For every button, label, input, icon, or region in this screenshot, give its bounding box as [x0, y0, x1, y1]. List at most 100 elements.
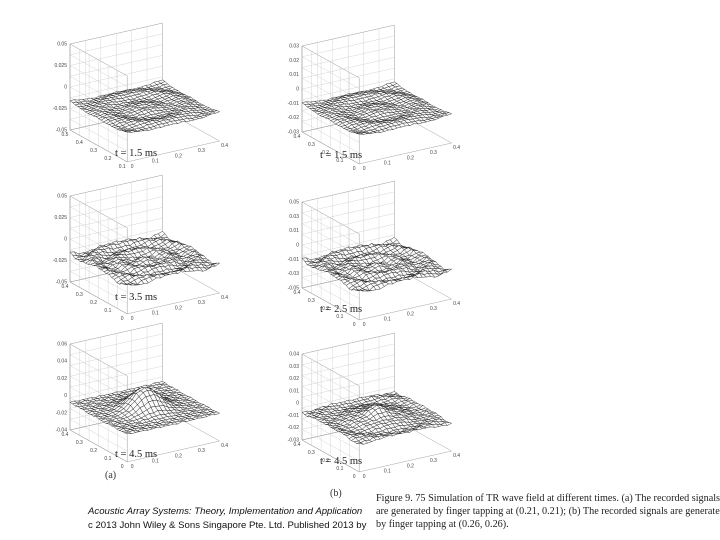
publisher-line: c 2013 John Wiley & Sons Singapore Pte. … — [88, 519, 367, 531]
y-tick-label: 0.2 — [407, 155, 414, 161]
y-tick-label: 0.2 — [407, 463, 414, 469]
surface-mesh — [301, 237, 453, 292]
surface-plot-b3: 0.04 0.03 0.02 0.01 0 -0.01 -0.02 -0.03 0.4 0.3 0.… — [240, 330, 460, 480]
y-tick-label: 0.2 — [175, 153, 182, 159]
z-tick-label: -0.01 — [288, 257, 300, 263]
z-tick-label: -0.02 — [56, 410, 68, 416]
y-tick-label: 0 — [131, 464, 134, 470]
time-label-b1: t = 1.5 ms — [320, 150, 363, 161]
y-tick-label: 0.3 — [430, 306, 437, 312]
y-tick-label: 0.3 — [198, 300, 205, 306]
x-tick-label: 0.4 — [76, 140, 83, 146]
y-tick-label: 0 — [131, 164, 134, 170]
y-tick-label: 0.2 — [407, 311, 414, 317]
y-tick-label: 0.4 — [453, 301, 460, 307]
y-tick-label: 0.3 — [198, 148, 205, 154]
z-tick-label: 0.025 — [54, 215, 67, 221]
z-tick-label: -0.05 — [56, 128, 68, 134]
z-tick-label: 0 — [296, 243, 299, 249]
z-tick-label: 0 — [64, 85, 67, 91]
surface-plot-b2: 0.05 0.03 0.01 0 -0.01 -0.03 -0.05 0.4 0.3 0.2 0.1… — [240, 178, 460, 328]
z-tick-label: 0.03 — [289, 44, 299, 50]
x-tick-label: 0.2 — [90, 300, 97, 306]
x-tick-label: 0.4 — [294, 442, 301, 448]
y-tick-label: 0.4 — [221, 295, 228, 301]
z-tick-label: 0 — [296, 87, 299, 93]
x-tick-label: 0.2 — [322, 306, 329, 312]
time-label-b2: t = 2.5 ms — [320, 304, 363, 315]
book-title: Acoustic Array Systems: Theory, Implemen… — [88, 506, 363, 517]
y-tick-label: 0.4 — [453, 145, 460, 151]
time-label-a1: t = 1.5 ms — [115, 148, 158, 159]
x-tick-label: 0 — [353, 166, 356, 172]
surface-mesh — [301, 81, 453, 135]
z-tick-label: -0.03 — [288, 438, 300, 444]
x-tick-label: 0.4 — [62, 432, 69, 438]
x-tick-label: 0.3 — [308, 450, 315, 456]
z-tick-label: -0.025 — [53, 106, 67, 112]
x-tick-label: 0.2 — [104, 156, 111, 162]
subfigure-label-a: (a) — [105, 470, 117, 481]
x-tick-label: 0.1 — [104, 308, 111, 314]
x-tick-label: 0.4 — [62, 284, 69, 290]
y-tick-label: 0.3 — [198, 448, 205, 454]
time-label-a2: t = 3.5 ms — [115, 292, 158, 303]
y-tick-label: 0.3 — [430, 458, 437, 464]
surface-plot-a2: 0.05 0.025 0 -0.025 -0.05 0.4 0.3 0.2 0.1 0 0 0.1 0.… — [8, 172, 228, 322]
z-tick-label: 0.04 — [57, 359, 67, 365]
y-tick-label: 0 — [363, 322, 366, 328]
z-tick-label: -0.04 — [56, 428, 68, 434]
y-tick-label: 0.1 — [384, 469, 391, 475]
surface-mesh — [69, 381, 221, 435]
y-tick-label: 0.1 — [384, 161, 391, 167]
z-tick-label: 0.05 — [57, 42, 67, 48]
surface-plot-b1: 0.03 0.02 0.01 0 -0.01 -0.02 -0.03 0.4 0.3 0.2 0.1… — [240, 22, 460, 172]
z-tick-label: 0.04 — [289, 352, 299, 358]
y-tick-label: 0 — [131, 316, 134, 322]
y-tick-label: 0.4 — [221, 443, 228, 449]
y-tick-label: 0.4 — [221, 143, 228, 149]
z-tick-label: 0.01 — [289, 72, 299, 78]
x-tick-label: 0.1 — [336, 466, 343, 472]
figure-caption: Figure 9. 75 Simulation of TR wave field… — [376, 492, 720, 531]
x-tick-label: 0.4 — [294, 134, 301, 140]
x-tick-label: 0.1 — [336, 314, 343, 320]
z-tick-label: -0.05 — [288, 286, 300, 292]
z-tick-label: 0 — [64, 237, 67, 243]
surface-plot-svg: 0.030.020.010-0.01-0.02-0.030.40.30.20.1… — [288, 24, 460, 172]
z-tick-label: 0.01 — [289, 388, 299, 394]
z-tick-label: 0.02 — [289, 58, 299, 64]
z-tick-label: 0.06 — [57, 342, 67, 348]
y-tick-label: 0.4 — [453, 453, 460, 459]
x-tick-label: 0.3 — [90, 148, 97, 154]
surface-plot-a3: 0.06 0.04 0.02 0 -0.02 -0.04 0.4 0.3 0.2 0.1 0 0 0.1… — [8, 320, 228, 470]
y-tick-label: 0.1 — [152, 159, 159, 165]
time-label-b3: t = 4.5 ms — [320, 456, 363, 467]
x-tick-label: 0 — [121, 464, 124, 470]
z-tick-label: -0.01 — [288, 413, 300, 419]
x-tick-label: 0.3 — [76, 440, 83, 446]
surface-mesh — [69, 231, 221, 286]
z-tick-label: 0.05 — [57, 194, 67, 200]
y-tick-label: 0.1 — [384, 317, 391, 323]
x-tick-label: 0.2 — [322, 150, 329, 156]
z-tick-label: 0.02 — [289, 376, 299, 382]
z-tick-label: 0.02 — [57, 376, 67, 382]
x-tick-label: 0.2 — [322, 458, 329, 464]
copyright-credit: Acoustic Array Systems: Theory, Implemen… — [88, 505, 366, 532]
caption-line-3: by finger tapping at (0.26, 0.26). — [376, 519, 509, 530]
z-tick-label: 0.05 — [289, 200, 299, 206]
surface-plot-svg: 0.040.030.020.010-0.01-0.02-0.030.40.30.… — [288, 332, 460, 480]
z-tick-label: -0.03 — [288, 271, 300, 277]
x-tick-label: 0.1 — [104, 456, 111, 462]
surface-mesh — [301, 391, 453, 445]
z-tick-label: -0.01 — [288, 101, 300, 107]
z-tick-label: 0.025 — [54, 63, 67, 69]
x-tick-label: 0.5 — [62, 132, 69, 138]
y-tick-label: 0 — [363, 474, 366, 480]
y-tick-label: 0.2 — [175, 453, 182, 459]
y-tick-label: 0.1 — [152, 459, 159, 465]
z-tick-label: -0.03 — [288, 130, 300, 136]
surface-mesh — [69, 79, 221, 133]
